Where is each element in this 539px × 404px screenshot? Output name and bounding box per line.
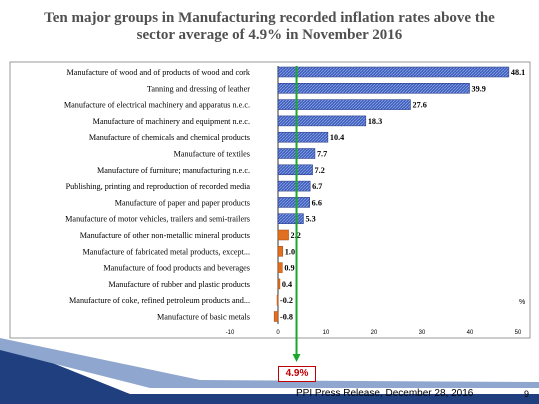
- value-label: 6.6: [312, 198, 322, 207]
- x-tick-label: 50: [515, 330, 522, 336]
- category-label: Manufacture of electrical machinery and …: [64, 101, 250, 110]
- bar: [277, 164, 313, 176]
- bar: [277, 99, 411, 110]
- category-label: Manufacture of fabricated metal products…: [82, 247, 250, 256]
- x-tick-label: -10: [226, 330, 235, 336]
- x-tick-label: 10: [323, 330, 330, 336]
- bar: [277, 278, 281, 290]
- value-label: 39.9: [472, 84, 486, 93]
- unit-label: %: [519, 299, 525, 306]
- category-label: Manufacture of chemicals and chemical pr…: [89, 133, 250, 142]
- chart-frame: [9, 61, 531, 339]
- value-label: 0.4: [282, 280, 292, 289]
- value-label: 7.7: [317, 150, 327, 159]
- x-tick-label: 30: [419, 330, 426, 336]
- value-label: 0.9: [284, 264, 294, 273]
- slide-title: Ten major groups in Manufacturing record…: [0, 10, 539, 44]
- bar: [277, 262, 283, 273]
- category-label: Manufacture of wood and of products of w…: [67, 68, 251, 77]
- title-line-2: sector average of 4.9% in November 2016: [136, 27, 403, 43]
- bar: [277, 246, 284, 257]
- bar: [277, 66, 510, 78]
- category-label: Manufacture of food products and beverag…: [103, 264, 250, 273]
- bottom-band-decoration: [0, 338, 539, 404]
- title-line-1: Ten major groups in Manufacturing record…: [44, 10, 495, 26]
- bar: [277, 180, 311, 192]
- sector-average-label: 4.9%: [278, 366, 316, 382]
- bar: [273, 311, 279, 322]
- page-number: 9: [524, 389, 530, 399]
- value-label: 1.0: [285, 247, 295, 256]
- value-label: 10.4: [330, 133, 344, 142]
- category-label: Manufacture of machinery and equipment n…: [93, 117, 250, 126]
- category-label: Manufacture of furniture; manufacturing …: [97, 166, 250, 175]
- value-label: 48.1: [511, 68, 525, 77]
- category-label: Manufacture of paper and paper products: [115, 198, 250, 207]
- value-label: 6.7: [312, 182, 322, 191]
- category-label: Manufacture of basic metals: [157, 313, 250, 322]
- bar: [277, 115, 367, 127]
- value-label: 18.3: [368, 117, 382, 126]
- average-arrow-head: [292, 354, 301, 362]
- bar: [276, 294, 279, 306]
- category-label: Manufacture of motor vehicles, trailers …: [65, 215, 250, 224]
- value-label: 27.6: [412, 101, 426, 110]
- x-tick-label: 0: [276, 330, 280, 336]
- x-tick-label: 40: [467, 330, 474, 336]
- category-label: Manufacture of other non-metallic minera…: [80, 231, 250, 240]
- value-label: -0.8: [280, 313, 293, 322]
- footer-source: PPI Press Release, December 28, 2016: [296, 388, 474, 399]
- bar: [277, 229, 289, 241]
- bar: [277, 131, 329, 143]
- bar: [277, 213, 304, 224]
- category-label: Manufacture of coke, refined petroleum p…: [69, 296, 250, 305]
- bar: [277, 197, 310, 208]
- category-label: Publishing, printing and reproduction of…: [66, 182, 251, 191]
- bar: [277, 83, 470, 94]
- value-label: 7.2: [315, 166, 325, 175]
- category-label: Tanning and dressing of leather: [147, 84, 250, 93]
- value-label: 5.3: [305, 215, 315, 224]
- value-label: -0.2: [280, 296, 293, 305]
- category-label: Manufacture of textiles: [174, 150, 250, 159]
- category-label: Manufacture of rubber and plastic produc…: [108, 280, 250, 289]
- x-tick-label: 20: [371, 330, 378, 336]
